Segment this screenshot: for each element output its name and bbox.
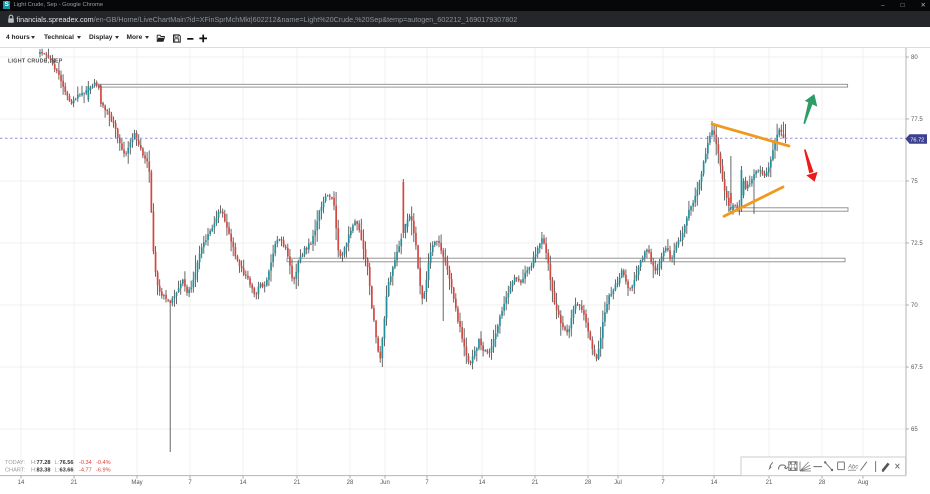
svg-text:-0.4%: -0.4% xyxy=(96,460,111,466)
svg-text:7: 7 xyxy=(188,480,192,486)
svg-text:H:: H: xyxy=(31,460,37,466)
svg-text:67.5: 67.5 xyxy=(911,365,923,371)
svg-text:77.5: 77.5 xyxy=(911,117,923,123)
svg-text:LIGHT CRUDE, SEP: LIGHT CRUDE, SEP xyxy=(8,59,63,65)
svg-text:76.56: 76.56 xyxy=(60,460,74,466)
svg-text:21: 21 xyxy=(766,480,773,486)
svg-text:28: 28 xyxy=(819,480,826,486)
svg-text:Jun: Jun xyxy=(380,480,390,486)
svg-text:21: 21 xyxy=(532,480,539,486)
svg-text:-6.9%: -6.9% xyxy=(96,467,111,473)
svg-text:70: 70 xyxy=(911,303,918,309)
svg-text:14: 14 xyxy=(18,480,25,486)
svg-text:7: 7 xyxy=(425,480,429,486)
svg-text:83.38: 83.38 xyxy=(37,467,51,473)
svg-text:77.28: 77.28 xyxy=(37,460,51,466)
svg-text:Abc: Abc xyxy=(847,465,858,471)
svg-text:L:: L: xyxy=(55,467,60,473)
svg-text:14: 14 xyxy=(711,480,718,486)
svg-text:21: 21 xyxy=(71,480,78,486)
svg-text:21: 21 xyxy=(294,480,301,486)
svg-text:May: May xyxy=(131,480,142,486)
svg-text:Aug: Aug xyxy=(858,480,869,486)
svg-text:-4.77: -4.77 xyxy=(79,467,92,473)
svg-text:28: 28 xyxy=(347,480,354,486)
svg-text:14: 14 xyxy=(479,480,486,486)
svg-text:H:: H: xyxy=(31,467,37,473)
svg-text:75: 75 xyxy=(911,179,918,185)
svg-text:Jul: Jul xyxy=(614,480,622,486)
svg-text:76.72: 76.72 xyxy=(910,137,924,143)
svg-text:TODAY:: TODAY: xyxy=(5,460,25,466)
svg-text:L:: L: xyxy=(55,460,60,466)
svg-text:28: 28 xyxy=(585,480,592,486)
svg-text:72.5: 72.5 xyxy=(911,241,923,247)
svg-text:CHART:: CHART: xyxy=(5,467,26,473)
svg-text:14: 14 xyxy=(240,480,247,486)
svg-text:80: 80 xyxy=(911,55,918,61)
svg-text:-0.34: -0.34 xyxy=(79,460,92,466)
svg-text:65: 65 xyxy=(911,427,918,433)
svg-text:63.66: 63.66 xyxy=(60,467,74,473)
svg-text:7: 7 xyxy=(661,480,665,486)
